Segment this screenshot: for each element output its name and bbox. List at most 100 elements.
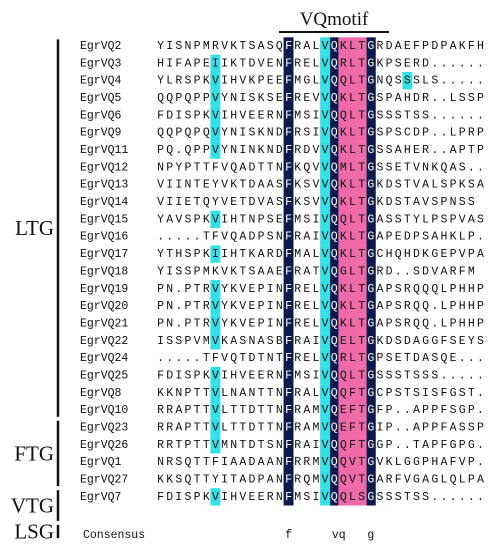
group-label: LSG xyxy=(14,520,54,544)
residue-highlight xyxy=(210,280,221,298)
residue-highlight xyxy=(320,158,331,177)
residue-highlight xyxy=(320,228,331,246)
residue-highlight xyxy=(320,384,331,402)
residue-highlight xyxy=(320,89,331,107)
sequence-name: EgrVQ16 xyxy=(80,231,128,244)
residue-highlight xyxy=(210,54,221,73)
residue-highlight xyxy=(320,210,331,229)
residue-highlight xyxy=(320,488,331,506)
residue-highlight xyxy=(320,37,331,55)
conserved-cell xyxy=(356,488,367,506)
sequence-name: EgrVQ3 xyxy=(80,57,122,70)
residue-highlight xyxy=(320,349,331,367)
consensus-mark: vq xyxy=(332,529,346,542)
sequence-name: EgrVQ1 xyxy=(80,456,122,469)
residue-highlight xyxy=(320,262,331,281)
residue-highlight xyxy=(210,488,221,506)
sequence-name: EgrVQ15 xyxy=(80,213,128,226)
residue-highlight xyxy=(320,280,331,298)
sequence-name: EgrVQ18 xyxy=(80,265,128,278)
conserved-cell xyxy=(356,228,367,246)
sequence-name: EgrVQ14 xyxy=(80,196,128,209)
conserved-column-v xyxy=(329,37,340,506)
conserved-column-q xyxy=(338,37,349,506)
conserved-cell xyxy=(356,280,367,298)
conserved-cell xyxy=(356,245,367,263)
conserved-column-x xyxy=(347,37,358,506)
group-label: VTG xyxy=(11,494,54,518)
residue-highlight xyxy=(320,314,331,333)
residue-highlight xyxy=(320,470,331,489)
sequence-name: EgrVQ20 xyxy=(80,300,128,313)
sequence-name: EgrVQ9 xyxy=(80,127,122,140)
residue-highlight xyxy=(320,418,331,437)
group-label: LTG xyxy=(15,216,54,240)
consensus-mark: f xyxy=(285,529,292,542)
residue-highlight xyxy=(320,106,331,125)
residue-highlight xyxy=(210,141,221,159)
residue-highlight xyxy=(320,453,331,471)
residue-highlight xyxy=(320,124,331,142)
residue-highlight xyxy=(320,54,331,73)
group-label: FTG xyxy=(14,441,54,465)
residue-highlight xyxy=(320,297,331,315)
residue-highlight xyxy=(210,332,221,350)
alignment-text: EgrVQ2 Y I S N P M R V K T S A S Q F R A L V Q K L T G R D A E F P D P A K… xyxy=(80,40,484,504)
sequence-name: EgrVQ25 xyxy=(80,369,128,382)
residue-highlight xyxy=(320,401,331,419)
residue-highlight xyxy=(320,436,331,454)
sequence-name: EgrVQ10 xyxy=(80,404,128,417)
conserved-cell xyxy=(356,314,367,333)
conserved-column-f xyxy=(283,37,294,506)
conserved-cell xyxy=(356,384,367,402)
residue-highlight xyxy=(320,72,331,90)
residue-highlight xyxy=(210,210,221,229)
residue-highlight xyxy=(210,366,221,385)
conserved-cell xyxy=(356,141,367,159)
conserved-cell xyxy=(356,297,367,315)
consensus-label: Consensus xyxy=(83,529,145,542)
sequence-name: EgrVQ26 xyxy=(80,439,128,452)
sequence-name: EgrVQ6 xyxy=(80,109,122,122)
sequence-name: EgrVQ8 xyxy=(80,387,122,400)
residue-highlight xyxy=(320,141,331,159)
sequence-name: EgrVQ23 xyxy=(80,421,128,434)
sequence-name: EgrVQ22 xyxy=(80,335,128,348)
residue-highlight xyxy=(320,245,331,263)
residue-highlight xyxy=(210,245,221,263)
conserved-cell xyxy=(356,106,367,125)
conserved-cell xyxy=(356,470,367,489)
motif-title: VQmotif xyxy=(300,9,369,30)
conserved-cell xyxy=(356,262,367,281)
sequence-name: EgrVQ7 xyxy=(80,491,121,504)
residue-highlight xyxy=(210,297,221,315)
conserved-cell xyxy=(356,37,367,55)
residue-highlight xyxy=(320,176,331,194)
residue-highlight xyxy=(320,193,331,211)
conserved-cell xyxy=(356,332,367,350)
sequence-name: EgrVQ5 xyxy=(80,92,122,105)
conserved-cell xyxy=(356,72,367,90)
sequence-name: EgrVQ11 xyxy=(80,144,128,157)
consensus-mark: g xyxy=(367,529,374,542)
conserved-column-g xyxy=(365,37,376,506)
residue-highlight xyxy=(210,418,221,437)
sequence-name: EgrVQ21 xyxy=(80,317,128,330)
